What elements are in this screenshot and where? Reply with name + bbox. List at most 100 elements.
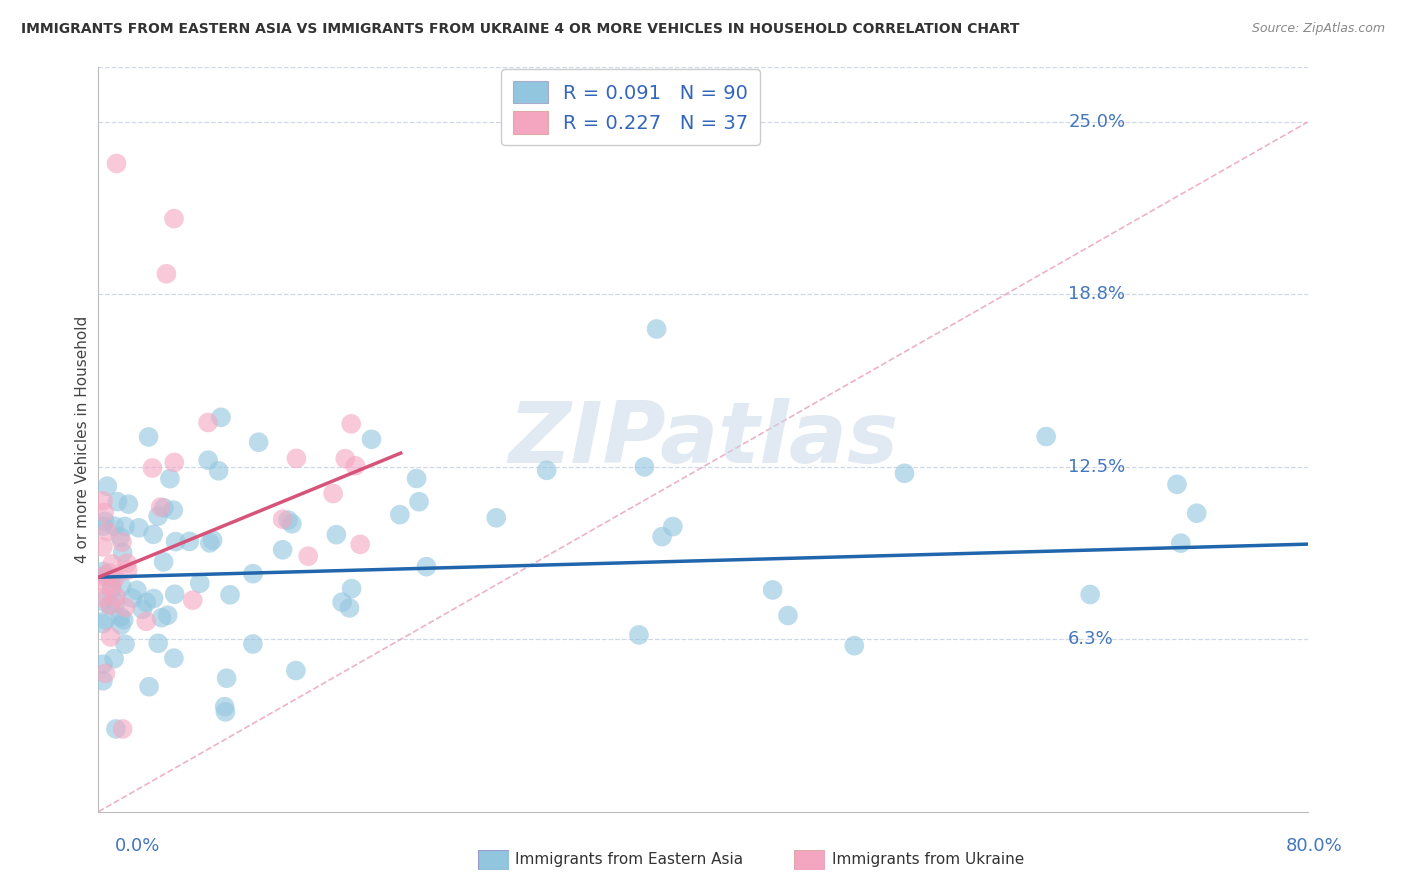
Point <box>1170 536 1192 550</box>
Point <box>98 599 121 613</box>
Point <box>111 546 134 560</box>
Text: Source: ZipAtlas.com: Source: ZipAtlas.com <box>1251 22 1385 36</box>
Point <box>163 651 186 665</box>
Text: 80.0%: 80.0% <box>1286 837 1343 855</box>
Point <box>162 503 184 517</box>
Point <box>150 611 173 625</box>
Point <box>104 596 127 610</box>
Point <box>105 156 128 170</box>
Point <box>340 417 363 431</box>
Point <box>155 267 177 281</box>
Point <box>285 451 308 466</box>
Point <box>117 497 139 511</box>
Point <box>100 582 122 596</box>
Point <box>163 587 186 601</box>
Point <box>110 610 132 624</box>
Point <box>96 479 118 493</box>
Point <box>1035 429 1057 443</box>
Point <box>111 535 134 549</box>
Point <box>165 534 187 549</box>
Point <box>114 519 136 533</box>
Point <box>93 505 115 519</box>
Point <box>115 556 138 570</box>
Legend: R = 0.091   N = 90, R = 0.227   N = 37: R = 0.091 N = 90, R = 0.227 N = 37 <box>501 70 761 145</box>
Point <box>98 566 121 580</box>
Text: Immigrants from Ukraine: Immigrants from Ukraine <box>832 853 1025 867</box>
Point <box>277 513 299 527</box>
Y-axis label: 4 or more Vehicles in Household: 4 or more Vehicles in Household <box>75 316 90 563</box>
Point <box>163 211 186 226</box>
Point <box>98 598 121 612</box>
Point <box>91 657 114 672</box>
Point <box>188 576 211 591</box>
Point <box>91 493 114 508</box>
Point <box>101 572 124 586</box>
Point <box>344 458 367 473</box>
Point <box>159 472 181 486</box>
Point <box>335 451 357 466</box>
Text: 12.5%: 12.5% <box>1069 458 1125 476</box>
Point <box>271 512 294 526</box>
Point <box>94 514 117 528</box>
Point <box>485 510 508 524</box>
Point <box>105 590 128 604</box>
Point <box>110 530 132 544</box>
Point <box>197 453 219 467</box>
Text: 6.3%: 6.3% <box>1069 631 1114 648</box>
Point <box>627 628 650 642</box>
Point <box>215 671 238 685</box>
Point <box>117 563 139 577</box>
Point <box>104 571 127 585</box>
Point <box>247 435 270 450</box>
Text: 18.8%: 18.8% <box>1069 285 1125 303</box>
Point <box>103 519 125 533</box>
Point <box>339 601 361 615</box>
Text: 0.0%: 0.0% <box>115 837 160 855</box>
Point <box>131 602 153 616</box>
Point <box>103 651 125 665</box>
Point <box>408 494 430 508</box>
Point <box>105 494 128 508</box>
Point <box>1166 477 1188 491</box>
Point <box>91 673 114 688</box>
Point <box>91 594 114 608</box>
Point <box>349 537 371 551</box>
Point <box>197 416 219 430</box>
Point <box>91 540 114 554</box>
Point <box>776 608 799 623</box>
Point <box>844 639 866 653</box>
Point <box>207 464 229 478</box>
Point <box>91 591 114 605</box>
Point <box>111 580 134 594</box>
Point <box>271 542 294 557</box>
Point <box>94 666 117 681</box>
Point <box>121 591 143 605</box>
Point <box>325 527 347 541</box>
Point <box>284 664 307 678</box>
Point <box>135 595 157 609</box>
Point <box>138 430 160 444</box>
Point <box>181 593 204 607</box>
Point <box>153 500 176 515</box>
Point <box>214 699 236 714</box>
Point <box>125 583 148 598</box>
Point <box>360 432 382 446</box>
Point <box>762 582 785 597</box>
Point <box>94 613 117 627</box>
Point <box>146 509 169 524</box>
Point <box>536 463 558 477</box>
Point <box>645 322 668 336</box>
Point <box>91 519 114 533</box>
Point <box>297 549 319 564</box>
Point <box>340 582 363 596</box>
Point <box>893 467 915 481</box>
Point <box>633 459 655 474</box>
Point <box>281 516 304 531</box>
Point <box>91 569 114 583</box>
Point <box>141 461 163 475</box>
Point <box>101 557 124 571</box>
Point <box>138 680 160 694</box>
Point <box>91 616 114 631</box>
Point <box>94 568 117 582</box>
Point <box>201 533 224 548</box>
